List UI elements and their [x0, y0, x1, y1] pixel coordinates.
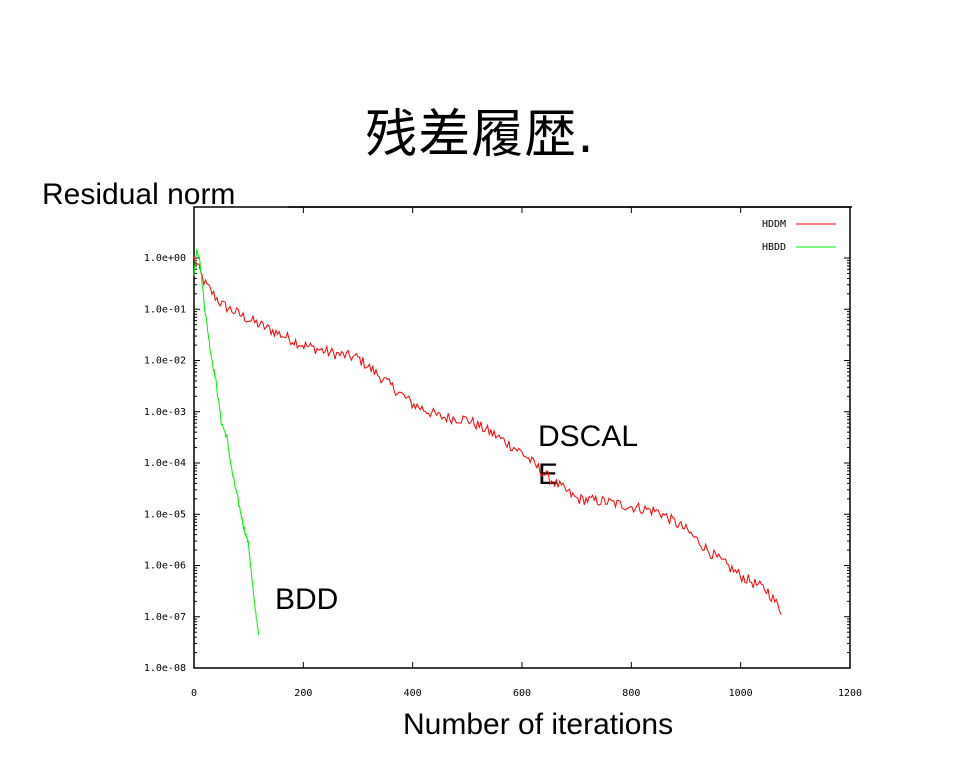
x-tick-label: 600	[513, 688, 531, 699]
y-tick-label: 1.0e-07	[144, 612, 186, 623]
x-axis-label: Number of iterations	[403, 708, 674, 741]
x-tick-label: 0	[191, 688, 197, 699]
plot-frame	[193, 206, 851, 669]
annotation-dscale-line1: DSCAL	[538, 420, 639, 453]
series-group	[193, 248, 782, 636]
annotation-bdd: BDD	[275, 583, 339, 616]
x-tick-label: 1000	[729, 688, 753, 699]
y-tick-label: 1.0e+00	[144, 253, 186, 264]
y-tick-label: 1.0e-03	[144, 407, 186, 418]
legend-label-hddm: HDDM	[762, 219, 786, 230]
page-title: 残差履歴.	[365, 105, 595, 165]
y-tick-label: 1.0e-04	[144, 458, 186, 469]
x-tick-label: 400	[404, 688, 422, 699]
y-tick-label: 1.0e-01	[144, 304, 186, 315]
y-tick-label: 1.0e-06	[144, 561, 186, 572]
y-axis-label: Residual norm	[42, 178, 236, 211]
x-tick-label: 200	[294, 688, 312, 699]
x-tick-label: 800	[622, 688, 640, 699]
y-tick-label: 1.0e-05	[144, 509, 186, 520]
legend-label-hbdd: HBDD	[762, 242, 786, 253]
series-line-hbdd	[193, 248, 259, 636]
y-tick-label: 1.0e-02	[144, 356, 186, 367]
x-tick-label: 1200	[838, 688, 862, 699]
series-line-hddm	[193, 256, 782, 615]
y-tick-label: 1.0e-08	[144, 663, 186, 674]
legend: HDDM HBDD	[762, 219, 836, 253]
tick-group: 0 200 400 600 800 1000 1200 1.0e+00 1.0e-01 1.0e-…	[144, 207, 862, 699]
